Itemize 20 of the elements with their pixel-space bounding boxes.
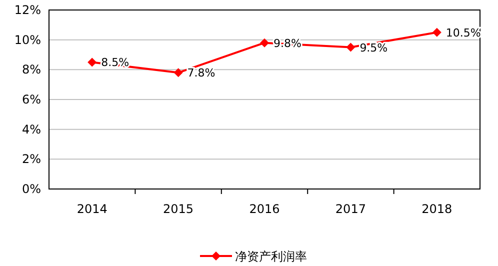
point <box>88 58 97 67</box>
x-tick-label: 2014 <box>76 202 108 216</box>
y-tick-label: 8% <box>22 62 41 77</box>
point <box>432 28 442 37</box>
y-tick-label: 6% <box>22 92 41 106</box>
x-tick-label: 2015 <box>163 202 194 216</box>
y-tick-label: 12% <box>14 3 41 17</box>
data-label: 7.8% <box>187 66 216 80</box>
legend-label: 净资产利润率 <box>235 250 307 264</box>
y-tick-label: 0% <box>22 182 41 196</box>
y-tick-label: 4% <box>22 122 41 136</box>
point <box>174 68 183 78</box>
data-label: 9.5% <box>360 41 388 54</box>
y-tick-label: 10% <box>14 32 41 47</box>
y-tick-label: 2% <box>22 152 41 166</box>
x-tick-label: 2018 <box>422 202 452 216</box>
point <box>346 42 356 52</box>
x-tick-label: 2017 <box>335 202 366 216</box>
point <box>260 38 269 48</box>
x-tick-label: 2016 <box>249 202 280 216</box>
